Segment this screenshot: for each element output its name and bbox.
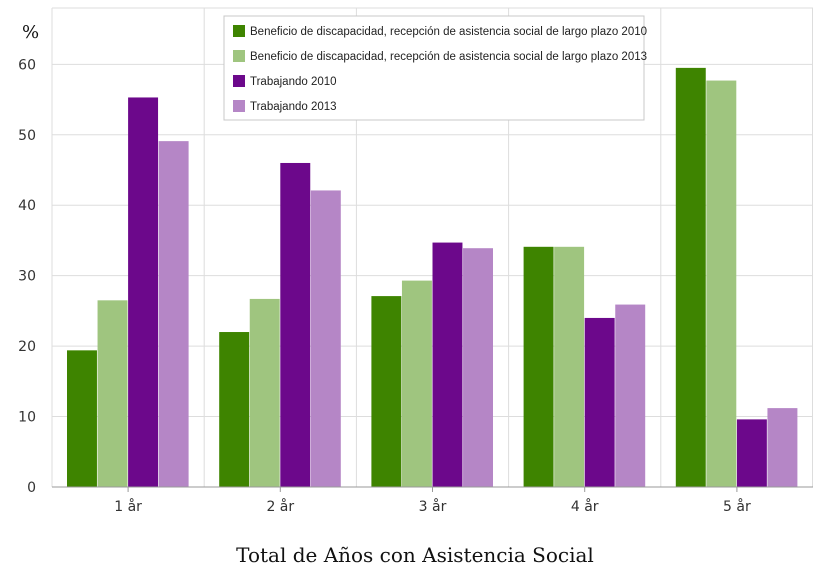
bar — [463, 248, 493, 487]
x-tick-label: 5 år — [723, 498, 751, 515]
x-tick-label: 2 år — [266, 498, 294, 515]
bar — [615, 304, 646, 487]
bar — [128, 97, 159, 488]
x-axis-title: Total de Años con Asistencia Social — [236, 543, 594, 567]
bar — [584, 317, 615, 487]
y-tick-label: 50 — [18, 128, 36, 144]
bar — [401, 280, 432, 487]
x-tick-label: 1 år — [114, 498, 142, 515]
bar — [432, 242, 463, 487]
bar — [371, 296, 402, 487]
legend-label: Beneficio de discapacidad, recepción de … — [250, 51, 647, 63]
bar — [736, 419, 767, 487]
x-tick-label: 3 år — [419, 498, 447, 515]
y-tick-label: 0 — [27, 480, 36, 496]
x-tick-label: 4 år — [571, 498, 599, 515]
bar — [706, 80, 737, 488]
bar — [523, 246, 554, 487]
bar — [219, 332, 250, 487]
bar — [280, 162, 311, 487]
y-axis-unit-label: % — [22, 22, 39, 43]
y-tick-label: 60 — [18, 57, 36, 73]
legend-label: Trabajando 2013 — [250, 101, 337, 113]
legend-swatch — [233, 100, 245, 112]
y-tick-label: 40 — [18, 198, 36, 214]
legend-swatch — [233, 25, 245, 37]
y-tick-label: 30 — [18, 269, 36, 285]
bars — [67, 67, 798, 488]
legend: Beneficio de discapacidad, recepción de … — [223, 15, 647, 121]
bar — [249, 298, 280, 487]
y-tick-label: 20 — [18, 339, 36, 355]
bar — [158, 141, 189, 487]
bar — [554, 246, 585, 487]
bar — [767, 408, 798, 487]
bar — [97, 300, 128, 487]
bar — [310, 190, 341, 487]
legend-swatch — [233, 75, 245, 87]
y-tick-label: 10 — [18, 410, 36, 426]
legend-box — [223, 15, 645, 121]
axes: 0 10 20 30 40 50 60 1 år 2 år 3 år 4 år 5 år — [18, 57, 813, 515]
bar — [675, 67, 706, 488]
bar — [67, 350, 97, 487]
legend-swatch — [233, 50, 245, 62]
legend-label: Beneficio de discapacidad, recepción de … — [250, 26, 647, 38]
legend-label: Trabajando 2010 — [250, 76, 337, 88]
